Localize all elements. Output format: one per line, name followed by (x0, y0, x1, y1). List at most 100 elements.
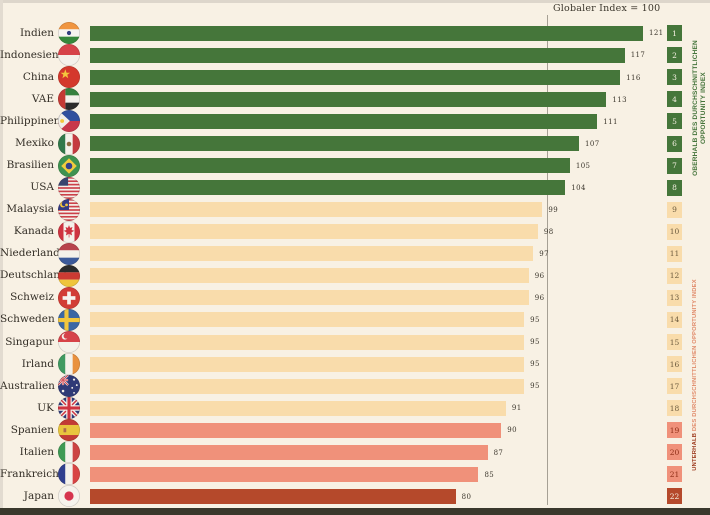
country-label: Frankreich (0, 467, 59, 480)
country-label: Schweden (0, 313, 55, 326)
mexico-flag-icon (58, 132, 80, 155)
country-label: Kanada (13, 225, 54, 238)
japan-flag-icon (58, 485, 80, 508)
above-average-axis-label: OBERHALB DES DURCHSCHNITTLICHEN OPPORTUN… (692, 0, 708, 218)
country-label: Deutschland (0, 269, 67, 282)
rank-badge: 16 (667, 356, 682, 373)
rank-badge: 13 (667, 289, 682, 306)
left-edge-border (0, 0, 3, 509)
rank-badge: 7 (667, 157, 682, 174)
france-flag-icon (58, 463, 80, 486)
value-bar (90, 113, 598, 129)
above-average-label-line1: OBERHALB DES DURCHSCHNITTLICHEN (692, 40, 699, 176)
country-label: VAE (31, 92, 54, 105)
ireland-flag-icon (58, 353, 80, 376)
rank-badge: 9 (667, 201, 682, 218)
reference-line (547, 15, 548, 505)
reference-line-label: Globaler Index = 100 (553, 3, 661, 14)
country-label: Philippinen (0, 114, 61, 127)
value-label: 96 (534, 294, 545, 303)
value-label: 80 (461, 492, 472, 501)
value-label: 87 (493, 448, 504, 457)
rank-badge: 20 (667, 444, 682, 461)
value-label: 111 (603, 117, 618, 126)
value-bar (90, 246, 534, 262)
value-bar (90, 180, 566, 196)
canada-flag-icon (58, 220, 80, 243)
value-label: 107 (584, 139, 600, 148)
rank-badge: 14 (667, 311, 682, 328)
rank-badge: 15 (667, 334, 682, 351)
value-label: 105 (575, 161, 591, 170)
value-bar (90, 224, 538, 240)
value-label: 117 (630, 51, 646, 60)
value-label: 91 (511, 404, 522, 413)
rank-badge: 4 (667, 91, 682, 108)
value-label: 96 (534, 272, 545, 281)
uae-flag-icon (58, 88, 80, 111)
value-bar (90, 444, 488, 460)
rank-badge: 3 (667, 69, 682, 86)
value-bar (90, 422, 502, 438)
value-bar (90, 312, 525, 328)
rank-badge: 19 (667, 422, 682, 439)
value-label: 98 (543, 227, 554, 236)
country-label: Brasilien (6, 159, 54, 172)
value-bar (90, 488, 456, 504)
rank-badge: 1 (667, 25, 682, 42)
rank-badge: 18 (667, 400, 682, 417)
philippines-flag-icon (58, 110, 80, 133)
india-flag-icon (58, 22, 80, 45)
country-label: Australien (0, 379, 55, 392)
value-label: 95 (530, 316, 540, 325)
rank-badge: 17 (667, 378, 682, 395)
rank-badge: 6 (667, 135, 682, 152)
rank-badge: 10 (667, 223, 682, 240)
value-bar (90, 334, 525, 350)
country-label: Singapur (5, 335, 54, 348)
indonesia-flag-icon (58, 44, 80, 67)
value-bar (90, 158, 570, 174)
value-label: 121 (648, 29, 664, 38)
country-label: Irland (21, 357, 54, 370)
country-label: Japan (23, 489, 54, 502)
above-average-label-line2: OPPORTUNITY INDEX (700, 72, 707, 144)
rank-badge: 5 (667, 113, 682, 130)
value-label: 97 (539, 250, 549, 258)
brazil-flag-icon (58, 154, 80, 177)
usa-flag-icon (58, 176, 80, 199)
value-label: 104 (571, 183, 586, 192)
italy-flag-icon (58, 441, 80, 464)
country-label: Indien (20, 26, 54, 39)
below-average-label-bold: UNTERHALB (692, 432, 698, 471)
value-bar (90, 25, 643, 41)
country-label: USA (30, 181, 54, 194)
australia-flag-icon (58, 375, 80, 398)
value-bar (90, 47, 625, 63)
rank-badge: 8 (667, 179, 682, 196)
country-label: UK (37, 401, 54, 414)
value-label: 95 (530, 338, 540, 347)
country-label: Niederlande (0, 247, 67, 260)
value-bar (90, 69, 621, 85)
rank-badge: 11 (667, 245, 682, 262)
below-average-label-rest: DES DURCHSCHNITTLICHEN OPPORTUNITY INDEX (692, 279, 698, 433)
china-flag-icon (58, 66, 80, 89)
switzerland-flag-icon (58, 286, 80, 309)
sweden-flag-icon (58, 308, 80, 331)
rank-badge: 12 (667, 267, 682, 284)
value-label: 85 (484, 470, 495, 479)
country-label: Indonesien (0, 48, 59, 61)
country-label: Malaysia (6, 203, 54, 216)
country-label: Spanien (10, 423, 54, 436)
uk-flag-icon (58, 397, 80, 420)
value-bar (90, 378, 525, 394)
footer-bar (0, 508, 710, 515)
value-bar (90, 400, 506, 416)
malaysia-flag-icon (58, 198, 80, 221)
value-label: 90 (507, 426, 518, 435)
value-bar (90, 91, 607, 107)
value-bar (90, 268, 529, 284)
